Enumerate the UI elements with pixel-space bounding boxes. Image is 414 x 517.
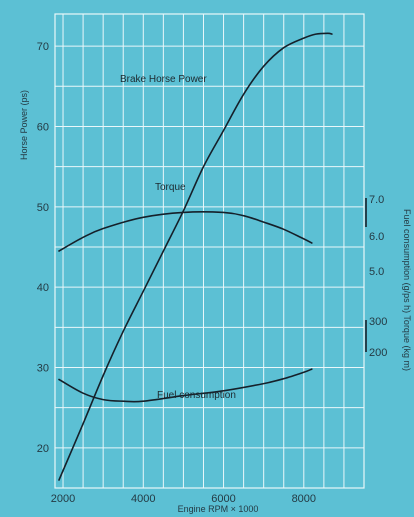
plot-frame xyxy=(54,13,365,489)
left-axis-title: Horse Power (ps) xyxy=(19,90,29,160)
x-tick-label: 6000 xyxy=(211,493,235,505)
fuel-tick-label: 200 xyxy=(369,347,387,359)
series-torque xyxy=(58,211,313,252)
series-fuel-consumption xyxy=(58,368,313,403)
series-label-fuel-consumption: Fuel consumption xyxy=(157,390,236,401)
y-tick-label: 70 xyxy=(37,41,49,53)
y-tick-label: 60 xyxy=(37,121,49,133)
left-axis-ticks: 20 30 40 50 60 70 xyxy=(37,41,49,455)
y-tick-label: 20 xyxy=(37,443,49,455)
y-tick-label: 30 xyxy=(37,362,49,374)
right-axis-title: Fuel consumption (g/ps h) Torque (kg m) xyxy=(402,209,412,371)
fuel-tick-label: 300 xyxy=(369,316,387,328)
x-tick-label: 2000 xyxy=(51,493,75,505)
x-tick-label: 8000 xyxy=(292,493,316,505)
series-label-torque: Torque xyxy=(155,182,186,193)
torque-tick-label: 5.0 xyxy=(369,266,384,278)
torque-tick-label: 6.0 xyxy=(369,231,384,243)
x-tick-label: 4000 xyxy=(131,493,155,505)
curves xyxy=(58,32,333,481)
y-tick-label: 50 xyxy=(37,202,49,214)
series-brake-horse-power xyxy=(58,32,333,481)
grid xyxy=(55,14,365,488)
right-axis: 7.0 6.0 5.0 300 200 xyxy=(365,194,387,359)
series-labels: Brake Horse Power Torque Fuel consumptio… xyxy=(120,74,236,401)
x-axis-title: Engine RPM × 1000 xyxy=(178,504,259,514)
torque-tick-label: 7.0 xyxy=(369,194,384,206)
x-axis-ticks: 2000 4000 6000 8000 xyxy=(51,493,316,505)
series-label-brake-horse-power: Brake Horse Power xyxy=(120,74,207,85)
y-tick-label: 40 xyxy=(37,282,49,294)
